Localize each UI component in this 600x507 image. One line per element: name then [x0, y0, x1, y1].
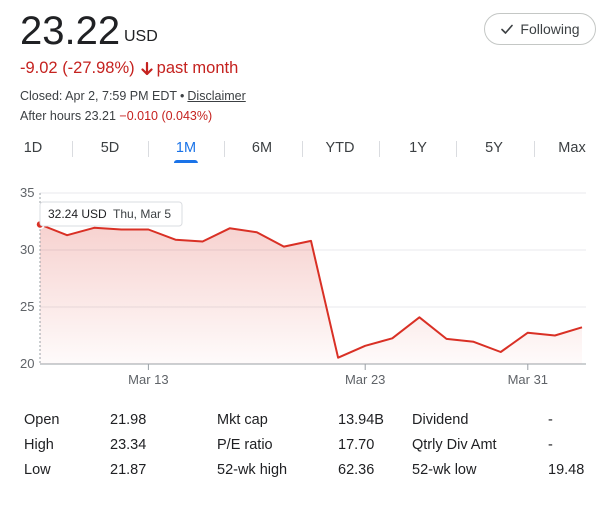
- stat-label-open: Open: [24, 412, 60, 428]
- stat-value-mkt-cap: 13.94B: [338, 412, 384, 428]
- x-tick-label: Mar 23: [345, 372, 385, 387]
- stock-price: 23.22: [20, 9, 121, 53]
- tab-5y[interactable]: 5Y: [485, 140, 503, 156]
- stat-label-52wk-low: 52-wk low: [412, 462, 477, 478]
- price-change: -9.02 (-27.98%) past month: [20, 59, 238, 78]
- price-chart[interactable]: 35 30 25 20 Mar 13 Mar 23 Mar 31 32.24 USD Thu, …: [0, 180, 600, 390]
- currency-label: USD: [124, 28, 158, 45]
- stat-label-52wk-high: 52-wk high: [217, 462, 288, 478]
- x-tick-label: Mar 31: [508, 372, 548, 387]
- chart-tooltip: [39, 201, 183, 227]
- stat-value-qtrly-div: -: [548, 437, 553, 453]
- tab-divider: [456, 141, 457, 157]
- time-range-tabs: 1D 5D 1M 6M YTD 1Y 5Y Max: [0, 135, 600, 165]
- stat-label-pe-ratio: P/E ratio: [217, 437, 273, 453]
- stat-value-dividend: -: [548, 412, 553, 428]
- tab-1y[interactable]: 1Y: [409, 140, 427, 156]
- tooltip-price: 32.24 USD: [48, 207, 107, 221]
- tab-5d[interactable]: 5D: [100, 140, 120, 156]
- following-label: Following: [520, 21, 580, 37]
- arrow-down-icon: [141, 61, 153, 76]
- tooltip-date: Thu, Mar 5: [113, 207, 171, 221]
- price-area: [40, 224, 582, 364]
- after-hours-change: −0.010 (0.043%): [119, 109, 213, 123]
- stat-label-low: Low: [24, 462, 51, 478]
- closed-time: Closed: Apr 2, 7:59 PM EDT: [20, 89, 178, 103]
- stat-value-low: 21.87: [110, 462, 147, 478]
- tab-divider: [224, 141, 225, 157]
- stat-label-qtrly-div: Qtrly Div Amt: [412, 437, 497, 453]
- stat-label-mkt-cap: Mkt cap: [217, 412, 268, 428]
- tab-divider: [148, 141, 149, 157]
- stat-value-high: 23.34: [110, 437, 147, 453]
- tab-divider: [534, 141, 535, 157]
- tab-divider: [379, 141, 380, 157]
- stat-value-pe-ratio: 17.70: [338, 437, 375, 453]
- separator-dot: •: [180, 89, 185, 103]
- price-line: [39, 223, 583, 359]
- after-hours: After hours 23.21 −0.010 (0.043%): [20, 109, 212, 123]
- tab-divider: [72, 141, 73, 157]
- y-tick-label: 30: [20, 242, 34, 257]
- tab-6m[interactable]: 6M: [251, 140, 273, 156]
- disclaimer-link[interactable]: Disclaimer: [187, 89, 246, 103]
- change-period: past month: [156, 59, 239, 77]
- stat-value-52wk-high: 62.36: [338, 462, 375, 478]
- y-tick-label: 35: [20, 185, 34, 200]
- stat-label-dividend: Dividend: [412, 412, 469, 428]
- stat-label-high: High: [24, 437, 54, 453]
- tab-ytd[interactable]: YTD: [325, 140, 355, 156]
- y-tick-label: 25: [20, 299, 34, 314]
- y-tick-label: 20: [20, 356, 34, 371]
- after-hours-price: After hours 23.21: [20, 109, 116, 123]
- checkmark-icon: [501, 24, 514, 34]
- market-status: Closed: Apr 2, 7:59 PM EDT • Disclaimer: [20, 89, 246, 103]
- x-tick-label: Mar 13: [128, 372, 168, 387]
- tab-divider: [302, 141, 303, 157]
- tab-1m[interactable]: 1M: [173, 135, 199, 163]
- change-value: -9.02 (-27.98%): [20, 59, 135, 77]
- tab-1d[interactable]: 1D: [23, 140, 43, 156]
- stat-value-52wk-low: 19.48: [548, 462, 585, 478]
- stat-value-open: 21.98: [110, 412, 147, 428]
- following-button[interactable]: Following: [484, 13, 596, 45]
- tab-max[interactable]: Max: [558, 140, 586, 156]
